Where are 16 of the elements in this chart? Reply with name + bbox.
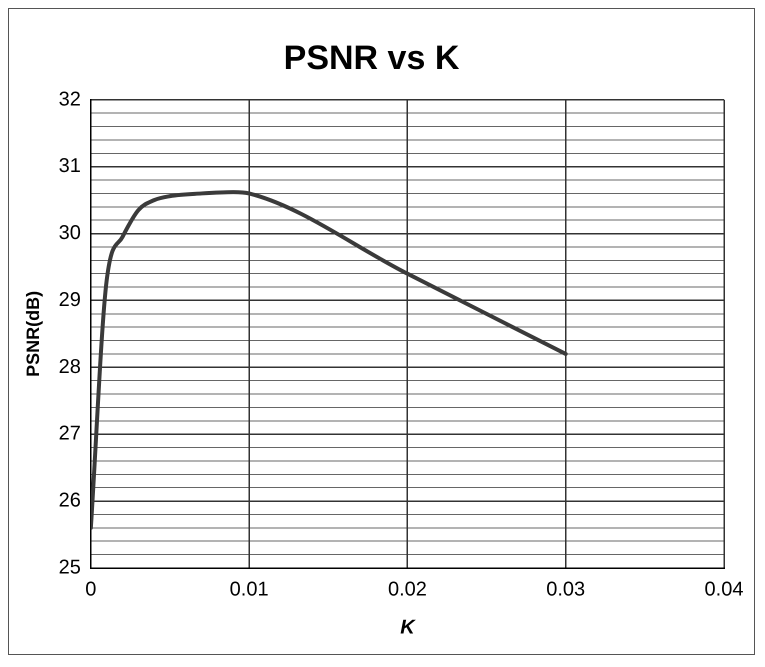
y-tick-label: 32	[58, 88, 81, 110]
x-axis-title: K	[400, 616, 416, 639]
y-tick-label: 25	[58, 556, 81, 579]
x-tick-label: 0.04	[704, 578, 744, 601]
x-tick-label: 0.03	[546, 578, 586, 601]
y-tick-label: 29	[58, 288, 81, 311]
x-tick-label: 0.02	[388, 578, 427, 601]
y-tick-label: 26	[58, 490, 81, 512]
y-axis-title: PSNR(dB)	[22, 290, 43, 377]
chart-title: PSNR vs K	[284, 38, 460, 77]
y-tick-label: 30	[58, 222, 81, 244]
y-tick-label: 31	[58, 155, 81, 178]
x-tick-label: 0	[85, 578, 96, 601]
y-tick-label: 28	[58, 356, 81, 378]
y-tick-label: 27	[58, 422, 81, 445]
x-tick-label: 0.01	[230, 578, 269, 601]
